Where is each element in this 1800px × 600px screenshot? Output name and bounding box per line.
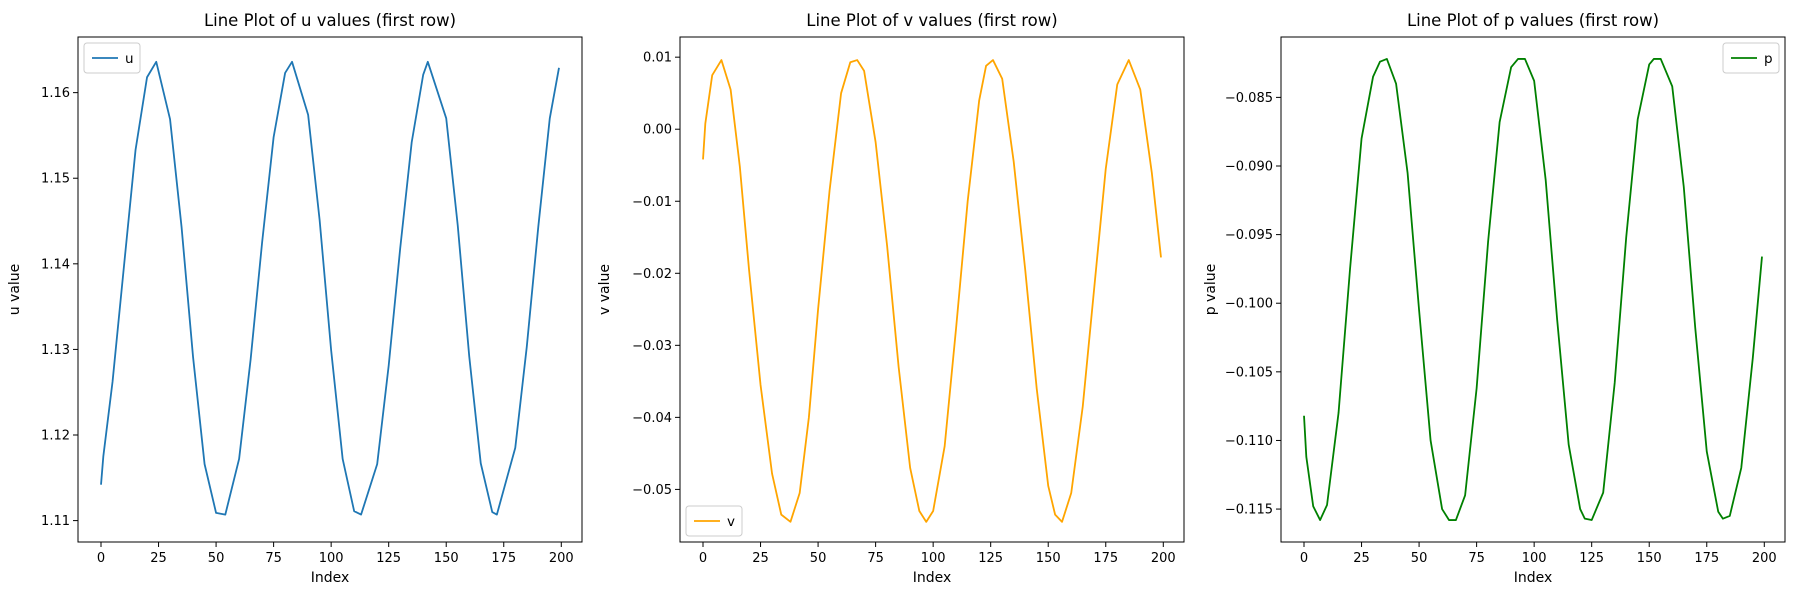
x-tick-label: 175 — [491, 551, 516, 566]
y-tick-label: 0.01 — [643, 51, 672, 66]
axes-frame — [679, 36, 1185, 543]
legend-entry-label: v — [727, 514, 735, 530]
y-tick-label: 1.13 — [41, 343, 70, 358]
y-tick-label: −0.090 — [1225, 159, 1273, 174]
y-tick-label: 0.00 — [643, 123, 672, 138]
series-line-p — [1303, 58, 1763, 521]
x-tick-label: 25 — [752, 551, 769, 566]
axes-frame — [1280, 36, 1786, 543]
y-tick-label: −0.100 — [1225, 297, 1273, 312]
chart-title: Line Plot of v values (first row) — [806, 11, 1057, 30]
x-tick-label: 125 — [376, 551, 401, 566]
x-tick-label: 200 — [1151, 551, 1176, 566]
x-tick-label: 175 — [1694, 551, 1719, 566]
y-tick-label: 1.14 — [41, 257, 70, 272]
x-tick-label: 75 — [1468, 551, 1485, 566]
x-axis-label: Index — [311, 570, 350, 586]
legend: p — [1722, 42, 1780, 74]
series-line-u — [100, 60, 560, 516]
x-tick-label: 150 — [434, 551, 459, 566]
x-tick-label: 50 — [208, 551, 225, 566]
chart-panel-p: 0 25 50 75 100 125 150 175 200 −0.115 −0.110 −0.105… — [1203, 11, 1786, 586]
y-tick-label: −0.095 — [1225, 228, 1273, 243]
legend-entry-label: p — [1764, 51, 1773, 67]
y-axis-label: v value — [597, 264, 613, 315]
chart-title: Line Plot of p values (first row) — [1407, 11, 1659, 30]
x-tick-label: 200 — [549, 551, 574, 566]
x-tick-label: 0 — [97, 551, 105, 566]
x-tick-label: 125 — [1579, 551, 1604, 566]
x-tick-label: 75 — [867, 551, 884, 566]
x-axis-label: Index — [913, 570, 952, 586]
x-tick-label: 25 — [1353, 551, 1370, 566]
y-tick-label: −0.01 — [632, 195, 672, 210]
y-tick-label: −0.110 — [1225, 434, 1273, 449]
chart-panel-u: 0 25 50 75 100 125 150 175 200 1.11 1.12 1.13 1.14 1.… — [7, 11, 583, 586]
x-tick-label: 150 — [1036, 551, 1061, 566]
y-axis-label: p value — [1203, 264, 1219, 316]
axes-frame — [77, 36, 583, 543]
y-axis-label: u value — [7, 264, 23, 316]
x-tick-label: 0 — [699, 551, 707, 566]
x-tick-label: 150 — [1637, 551, 1662, 566]
legend-entry-label: u — [125, 51, 134, 67]
x-tick-label: 100 — [1522, 551, 1547, 566]
x-tick-label: 75 — [265, 551, 282, 566]
chart-panel-v: 0 25 50 75 100 125 150 175 200 −0.05 −0.04 −0.03 −0.… — [597, 11, 1185, 586]
y-tick-label: −0.04 — [632, 411, 672, 426]
x-axis-label: Index — [1514, 570, 1553, 586]
series-line-v — [702, 59, 1162, 523]
y-tick-label: 1.12 — [41, 429, 70, 444]
x-tick-label: 50 — [810, 551, 827, 566]
y-tick-label: 1.11 — [41, 514, 70, 529]
x-tick-label: 100 — [319, 551, 344, 566]
x-tick-label: 125 — [978, 551, 1003, 566]
legend: u — [83, 42, 141, 74]
y-tick-label: −0.085 — [1225, 91, 1273, 106]
x-tick-label: 200 — [1752, 551, 1777, 566]
x-tick-label: 100 — [921, 551, 946, 566]
legend: v — [685, 505, 743, 537]
y-tick-label: −0.05 — [632, 483, 672, 498]
x-tick-label: 0 — [1300, 551, 1308, 566]
y-tick-label: −0.02 — [632, 267, 672, 282]
y-tick-label: −0.105 — [1225, 365, 1273, 380]
y-tick-label: 1.15 — [41, 172, 70, 187]
chart-title: Line Plot of u values (first row) — [204, 11, 456, 30]
y-tick-label: −0.03 — [632, 339, 672, 354]
x-tick-label: 175 — [1093, 551, 1118, 566]
y-tick-label: −0.115 — [1225, 503, 1273, 518]
y-tick-label: 1.16 — [41, 86, 70, 101]
x-tick-label: 50 — [1411, 551, 1428, 566]
x-tick-label: 25 — [150, 551, 167, 566]
